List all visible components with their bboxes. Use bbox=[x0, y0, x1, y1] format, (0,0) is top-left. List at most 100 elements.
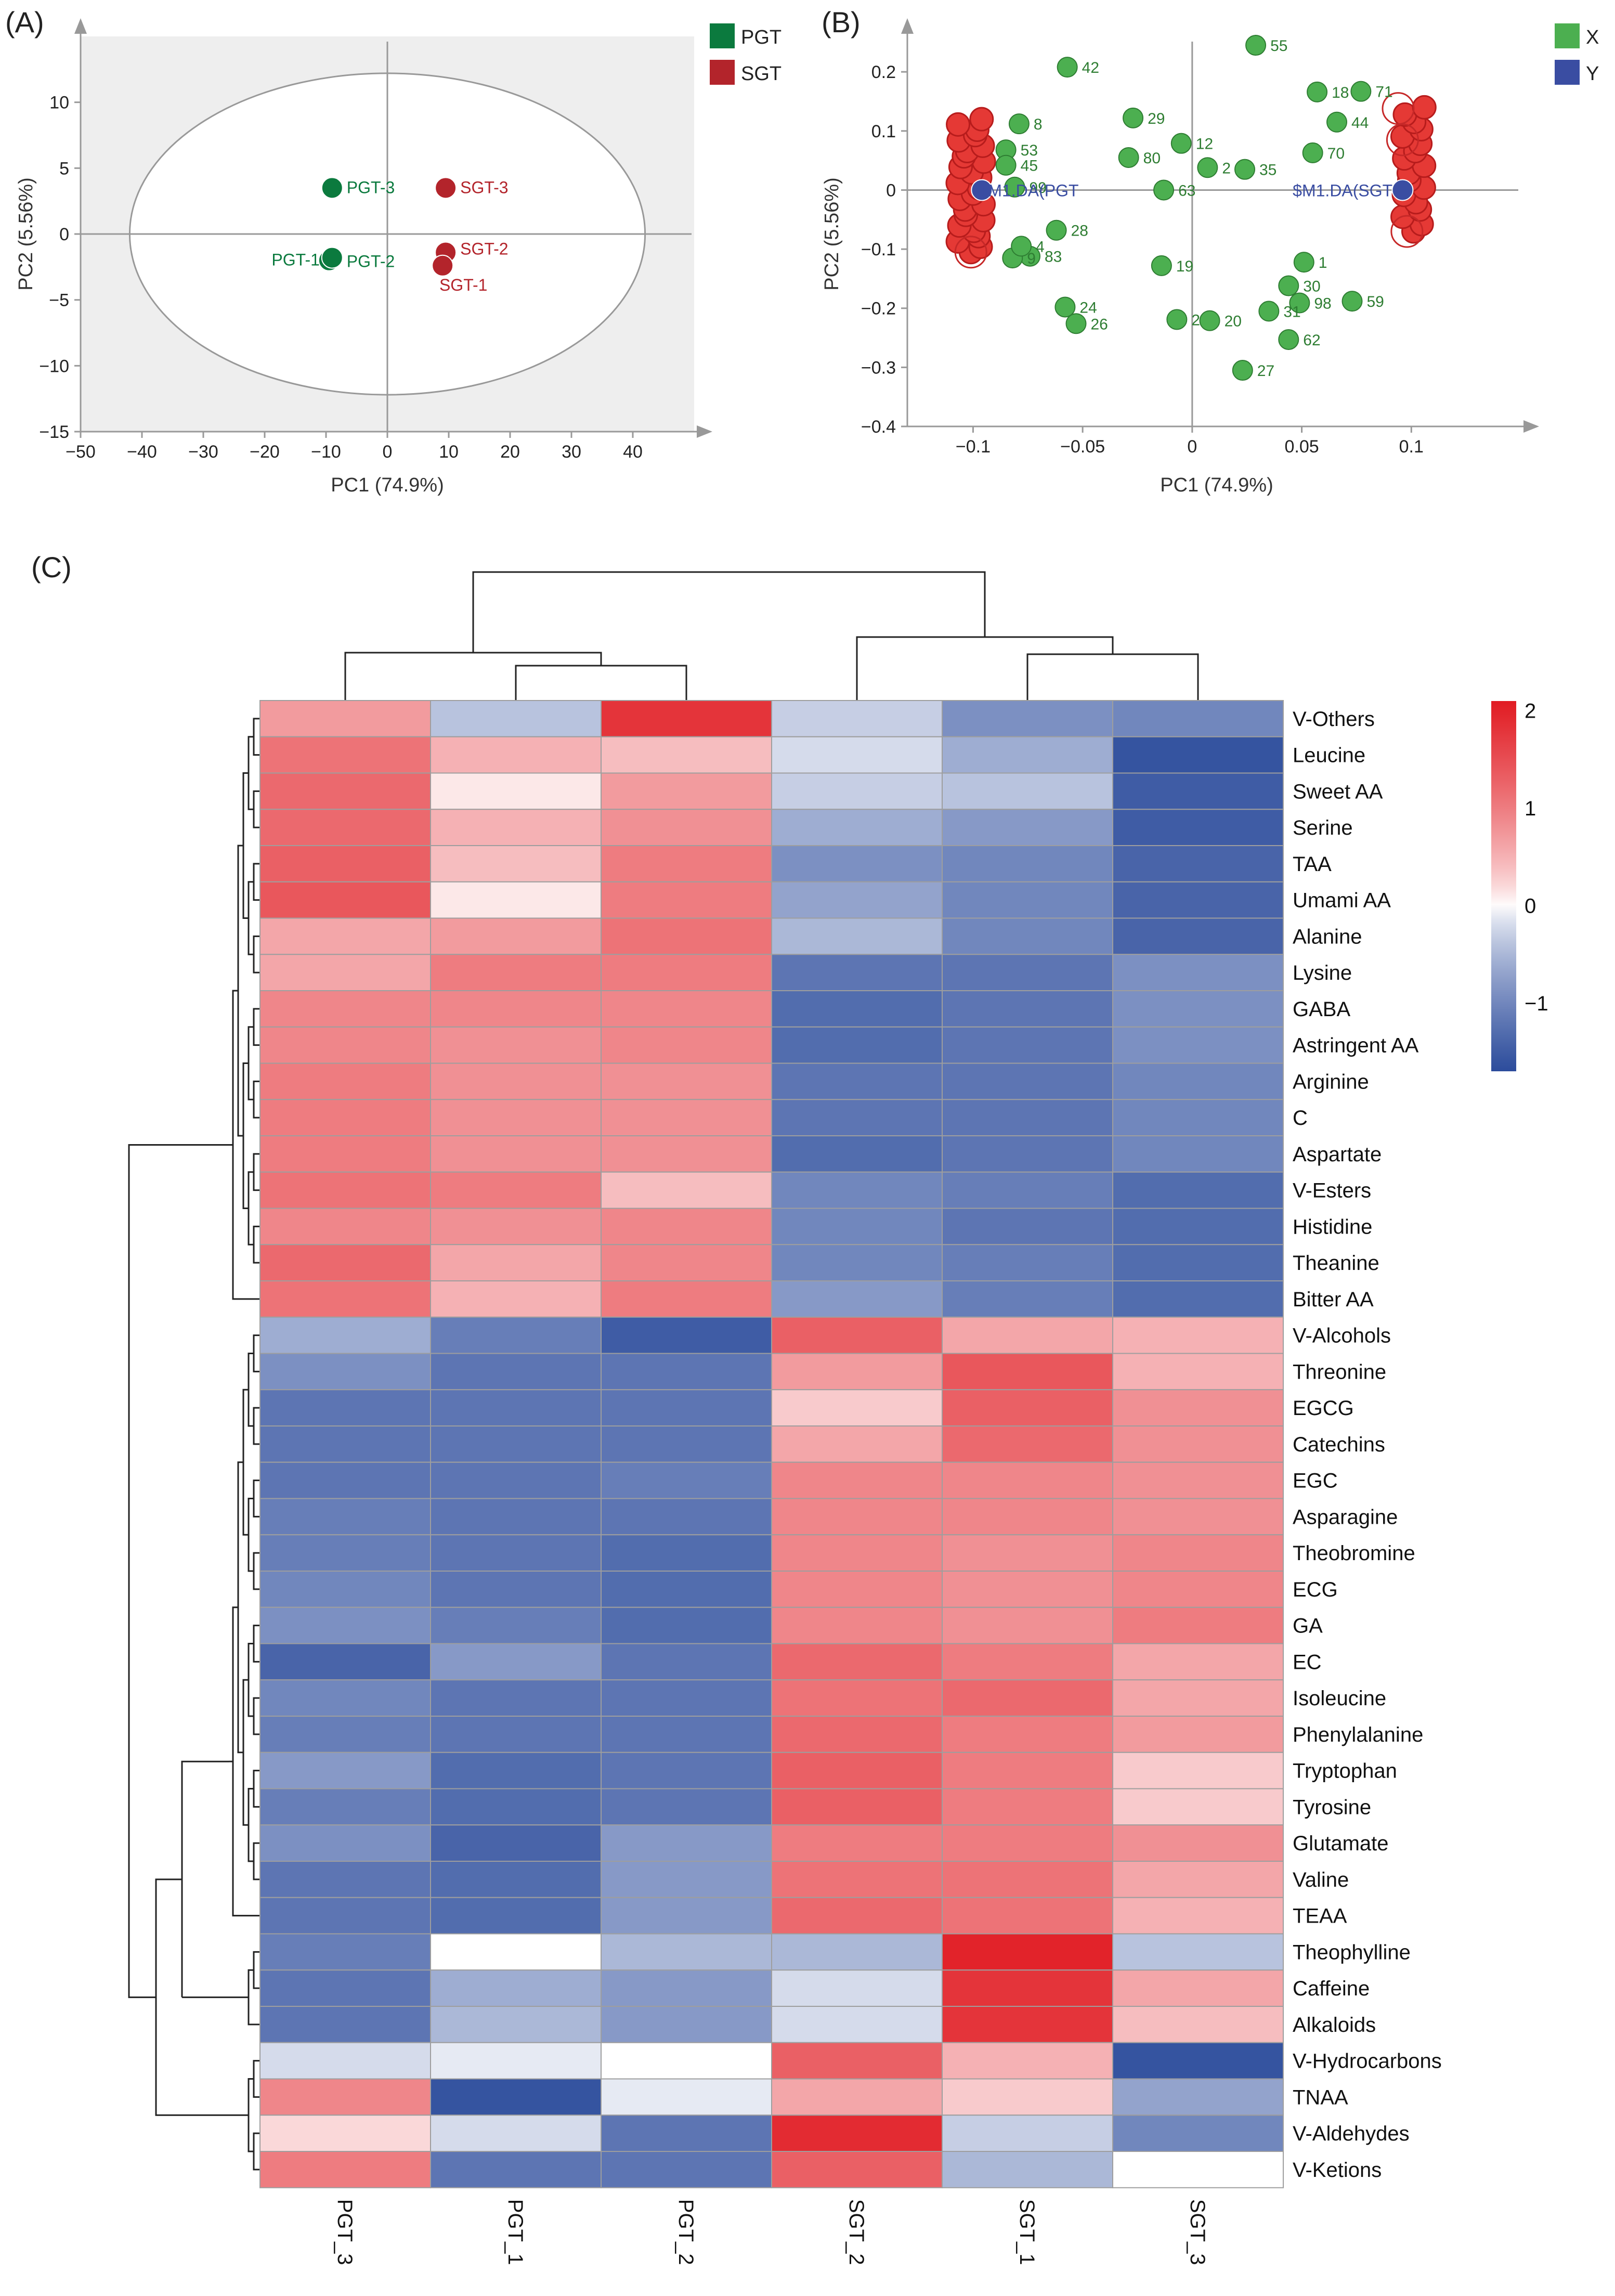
heatmap-cell bbox=[942, 700, 1113, 737]
heatmap-cell bbox=[601, 954, 772, 991]
heatmap-cell bbox=[259, 1679, 431, 1717]
x-tick-label-a: −40 bbox=[127, 442, 157, 462]
variable-point bbox=[1342, 291, 1363, 312]
heatmap-cell bbox=[771, 1716, 943, 1753]
score-point bbox=[321, 177, 343, 199]
variable-point-label: 44 bbox=[1351, 114, 1369, 132]
x-axis-label-b: PC1 (74.9%) bbox=[1160, 474, 1273, 496]
heatmap-cell bbox=[259, 2006, 431, 2043]
heatmap-cell bbox=[1112, 917, 1284, 955]
heatmap-cell bbox=[942, 1933, 1113, 1971]
variable-point-label: 55 bbox=[1270, 37, 1287, 55]
heatmap-cell bbox=[601, 1062, 772, 1100]
y-tick-label-b: −0.1 bbox=[861, 240, 896, 260]
heatmap-cell bbox=[771, 1861, 943, 1898]
heatmap-cell bbox=[601, 1716, 772, 1753]
sgt-cluster-marker bbox=[1412, 95, 1437, 120]
heatmap-cell bbox=[601, 1606, 772, 1644]
variable-point-label: 27 bbox=[1257, 362, 1274, 380]
heatmap-cell bbox=[771, 2151, 943, 2188]
heatmap-cell bbox=[942, 1171, 1113, 1209]
heatmap-cell bbox=[601, 1171, 772, 1209]
x-tick-label-a: 0 bbox=[383, 442, 393, 462]
heatmap-cell bbox=[942, 1788, 1113, 1826]
heatmap-cell bbox=[601, 1389, 772, 1426]
y-axis-label-b: PC2 (5.56%) bbox=[821, 177, 843, 291]
heatmap-cell bbox=[430, 1606, 602, 1644]
heatmap-cell bbox=[771, 1752, 943, 1789]
row-label: Threonine bbox=[1293, 1360, 1386, 1383]
heatmap-cell bbox=[430, 1099, 602, 1136]
heatmap-cell bbox=[259, 1208, 431, 1246]
dendrogram-branch bbox=[253, 863, 260, 901]
row-label: GABA bbox=[1293, 998, 1350, 1021]
variable-point-label: 59 bbox=[1367, 293, 1384, 310]
heatmap-cell bbox=[601, 700, 772, 737]
dendrogram-branch bbox=[253, 1225, 260, 1264]
legend-label-b: X bbox=[1586, 27, 1599, 48]
heatmap-cell bbox=[259, 772, 431, 810]
y-axis-label-a: PC2 (5.56%) bbox=[15, 177, 37, 291]
heatmap-cell bbox=[430, 772, 602, 810]
heatmap-cell bbox=[771, 1969, 943, 2007]
heatmap-cell bbox=[1112, 809, 1284, 846]
heatmap-cell bbox=[430, 1679, 602, 1717]
legend-swatch-b bbox=[1555, 60, 1580, 85]
point-label: PGT-3 bbox=[347, 178, 395, 197]
point-label: PGT-2 bbox=[347, 252, 395, 271]
dendrogram-branch bbox=[253, 1334, 260, 1372]
x-tick-label-b: 0.05 bbox=[1284, 437, 1319, 457]
heatmap-cell bbox=[942, 809, 1113, 846]
color-scale-gradient bbox=[1491, 701, 1516, 1071]
dendrogram-branch bbox=[253, 1951, 260, 1989]
point-label: SGT-3 bbox=[460, 178, 508, 197]
variable-point-label: 83 bbox=[1045, 249, 1062, 266]
x-tick-label-a: 40 bbox=[623, 442, 643, 462]
variable-point-label: 42 bbox=[1082, 59, 1099, 76]
row-label: V-Alcohols bbox=[1293, 1325, 1391, 1347]
row-label: ECG bbox=[1293, 1578, 1338, 1601]
y-axis-arrow-a bbox=[74, 18, 87, 34]
heatmap-cell bbox=[942, 1897, 1113, 1935]
point-label: SGT-2 bbox=[460, 239, 508, 258]
heatmap-cell bbox=[771, 772, 943, 810]
heatmap-cell bbox=[601, 1208, 772, 1246]
variable-point bbox=[1057, 57, 1078, 78]
heatmap-cell bbox=[771, 1316, 943, 1354]
point-label: PGT-1 bbox=[271, 251, 319, 269]
variable-point bbox=[1197, 157, 1218, 178]
dendrogram-branch bbox=[253, 790, 260, 828]
heatmap-cell bbox=[430, 1824, 602, 1862]
heatmap-cell bbox=[771, 700, 943, 737]
dendrogram-branch bbox=[232, 1606, 260, 1917]
heatmap-cell bbox=[771, 1208, 943, 1246]
heatmap-cell bbox=[942, 917, 1113, 955]
heatmap-cell bbox=[259, 1026, 431, 1064]
heatmap-cell bbox=[259, 1316, 431, 1354]
heatmap-cell bbox=[942, 736, 1113, 774]
heatmap-cell bbox=[942, 1353, 1113, 1391]
heatmap-cell bbox=[430, 1353, 602, 1391]
heatmap-cell bbox=[601, 1026, 772, 1064]
variable-point-label: 8 bbox=[1034, 116, 1043, 133]
variable-point bbox=[995, 154, 1017, 176]
heatmap-cell bbox=[430, 1280, 602, 1318]
panel-label-c: (C) bbox=[31, 551, 72, 583]
variable-point-label: 1 bbox=[1319, 254, 1327, 271]
heatmap-cell bbox=[1112, 1897, 1284, 1935]
heatmap-cell bbox=[1112, 1026, 1284, 1064]
heatmap-cell bbox=[259, 1897, 431, 1935]
variable-point-label: 31 bbox=[1283, 303, 1300, 320]
heatmap-cell bbox=[430, 1171, 602, 1209]
heatmap-cell bbox=[942, 1062, 1113, 1100]
heatmap-cell bbox=[259, 1135, 431, 1173]
variable-point bbox=[1293, 252, 1314, 273]
heatmap-cell bbox=[430, 990, 602, 1028]
heatmap-cell bbox=[1112, 1135, 1284, 1173]
heatmap-cell bbox=[601, 1461, 772, 1499]
heatmap-cell bbox=[942, 990, 1113, 1028]
y-tick-label-b: −0.4 bbox=[861, 417, 896, 437]
color-scale-tick: 2 bbox=[1525, 700, 1536, 723]
heatmap-cell bbox=[259, 1606, 431, 1644]
column-dendrogram bbox=[344, 571, 1199, 701]
